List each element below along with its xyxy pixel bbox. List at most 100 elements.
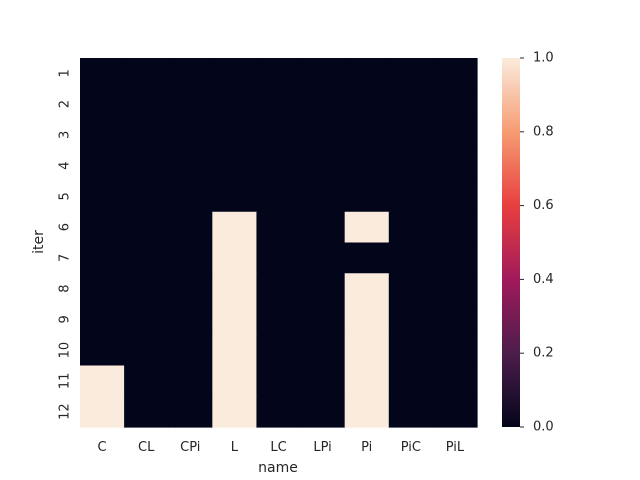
colorbar-tick-label: 0.8 [533,124,554,139]
heatmap-cell [124,396,169,428]
y-axis-label: iter [31,230,47,254]
heatmap-cell [300,242,346,274]
heatmap-cell [388,242,434,274]
heatmap-cell [80,334,125,367]
heatmap-cell [256,334,302,367]
heatmap-cell [300,396,346,428]
heatmap-cell [80,396,125,428]
y-tick-label: 11 [58,373,73,390]
heatmap-cell [300,58,346,90]
heatmap-cell [344,304,390,336]
y-tick-label: 9 [58,315,73,323]
heatmap-cell [344,396,390,428]
colorbar-tick-label: 0.6 [533,198,554,213]
heatmap-cell [168,242,213,274]
heatmap-cell [212,211,258,244]
heatmap-cell [124,273,169,305]
x-tick-label: CPi [180,440,200,455]
y-tick-label: 1 [58,69,73,77]
heatmap-cell [80,211,125,244]
heatmap-cell [80,88,125,121]
heatmap-cell [432,396,478,428]
colorbar-tick-label: 0.0 [533,420,554,435]
x-tick-label: LC [270,440,286,455]
heatmap-cell [124,119,169,151]
x-tick-label: PiC [401,440,421,455]
colorbar-tick-label: 1.0 [533,51,554,66]
heatmap-cell [388,365,434,397]
heatmap-cell [168,181,213,213]
heatmap-cell [168,211,213,244]
y-tick-label: 7 [58,254,73,262]
heatmap-cell [388,396,434,428]
heatmap-cell [256,58,302,90]
heatmap-cell [80,181,125,213]
heatmap-cell [168,304,213,336]
heatmap-cell [124,58,169,90]
heatmap-cell [124,150,169,182]
heatmap-cell [432,181,478,213]
heatmap-cell [300,273,346,305]
heatmap-cell [212,273,258,305]
heatmap-cell [344,150,390,182]
heatmap-cell [300,334,346,367]
heatmap-cell [344,211,390,244]
heatmap-cell [300,119,346,151]
y-tick-label: 3 [58,131,73,139]
heatmap-cell [388,273,434,305]
heatmap-cell [80,242,125,274]
heatmap-cell [344,181,390,213]
heatmap-cell [212,242,258,274]
heatmap-cell [124,211,169,244]
heatmap-cell [212,304,258,336]
heatmap-cell [432,273,478,305]
heatmap-cell [212,396,258,428]
y-tick-label: 6 [58,223,73,231]
heatmap-cell [432,334,478,367]
y-tick-label: 8 [58,284,73,292]
heatmap-cell [168,150,213,182]
heatmap-cell [80,273,125,305]
heatmap-cell [124,242,169,274]
heatmap-cell [344,365,390,397]
heatmap-cell [344,58,390,90]
colorbar-tick-label: 0.4 [533,272,554,287]
heatmap-cell [256,88,302,121]
heatmap-cell [300,88,346,121]
heatmap-cell [432,211,478,244]
heatmap-cell [388,58,434,90]
heatmap-cell [432,119,478,151]
x-tick-label: CL [138,440,155,455]
colorbar-tick-label: 0.2 [533,346,554,361]
heatmap-cell [432,304,478,336]
heatmap-cell [432,365,478,397]
heatmap-cell [388,150,434,182]
y-tick-label: 4 [58,161,73,169]
heatmap-cell [300,304,346,336]
heatmap-cell [124,304,169,336]
y-tick-label: 12 [58,403,73,420]
x-tick-label: L [231,440,239,455]
heatmap-cell [256,365,302,397]
heatmap-cell [212,88,258,121]
x-tick-labels: C CL CPi L LC LPi Pi PiC PiL [98,440,465,455]
x-tick-label: LPi [313,440,331,455]
heatmap-cell [168,58,213,90]
heatmap-cell [388,334,434,367]
heatmap-cell [300,150,346,182]
y-tick-label: 5 [58,192,73,200]
heatmap-cell [212,365,258,397]
heatmap-cell [256,273,302,305]
x-tick-label: PiL [446,440,465,455]
heatmap-cell [344,334,390,367]
heatmap-cell [388,119,434,151]
heatmap-cells [80,58,478,428]
colorbar-ticks: 0.0 0.2 0.4 0.6 0.8 1.0 [520,51,554,435]
x-tick-label: C [98,440,107,455]
heatmap-cell [388,88,434,121]
y-tick-label: 10 [58,342,73,359]
heatmap-cell [344,273,390,305]
heatmap-cell [300,181,346,213]
